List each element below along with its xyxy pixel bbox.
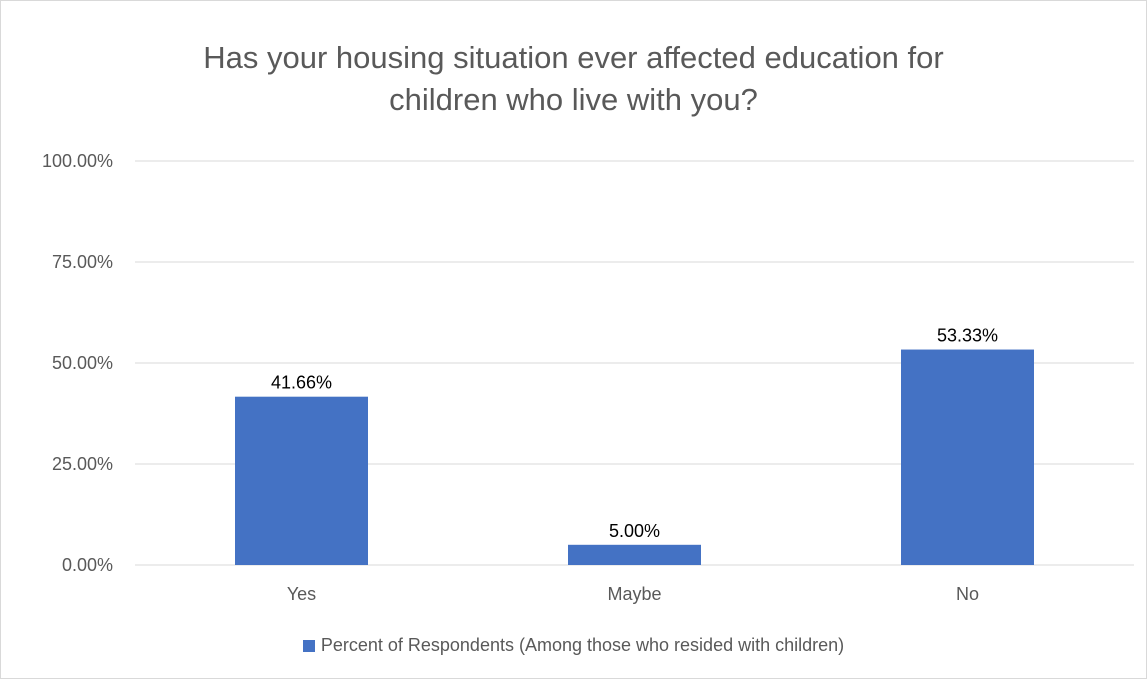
bar xyxy=(235,396,368,565)
chart-title: Has your housing situation ever affected… xyxy=(1,37,1146,121)
y-tick-label: 25.00% xyxy=(52,454,113,474)
bar xyxy=(568,544,701,565)
bar xyxy=(901,349,1034,565)
y-tick-label: 100.00% xyxy=(42,151,113,171)
y-tick-label: 75.00% xyxy=(52,252,113,272)
legend-swatch xyxy=(302,639,315,652)
legend-label: Percent of Respondents (Among those who … xyxy=(320,635,845,655)
x-tick-label: Maybe xyxy=(607,584,661,604)
legend: Percent of Respondents (Among those who … xyxy=(1,635,1146,656)
data-label: 53.33% xyxy=(937,326,998,346)
y-tick-label: 50.00% xyxy=(52,353,113,373)
y-tick-label: 0.00% xyxy=(62,555,113,575)
data-label: 41.66% xyxy=(271,373,332,393)
chart-title-line-1: Has your housing situation ever affected… xyxy=(203,40,944,75)
chart-title-line-2: children who live with you? xyxy=(389,82,758,117)
x-tick-label: No xyxy=(956,584,979,604)
x-tick-label: Yes xyxy=(287,584,316,604)
data-label: 5.00% xyxy=(609,521,660,541)
